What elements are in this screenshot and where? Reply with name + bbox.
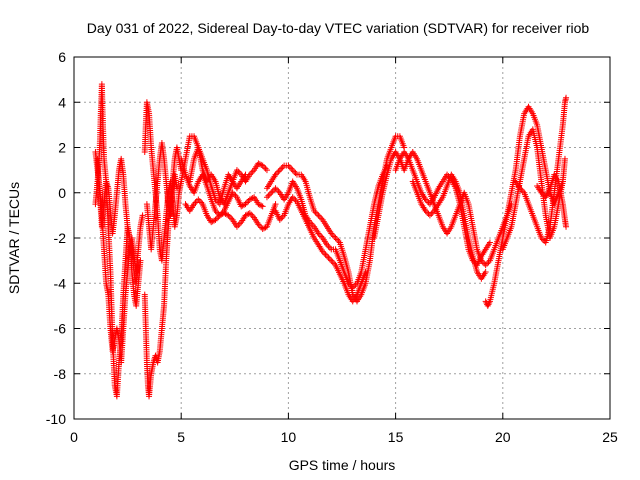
data-point-marker	[265, 192, 272, 199]
data-point-marker	[268, 189, 275, 196]
series-track	[512, 94, 570, 246]
data-point-marker	[428, 210, 435, 217]
data-point-marker	[332, 235, 339, 241]
data-point-marker	[486, 239, 493, 246]
data-point-marker	[484, 260, 491, 267]
series-track	[371, 149, 515, 269]
data-point-marker	[263, 167, 270, 174]
series-track	[143, 139, 180, 253]
grid-lines	[74, 57, 610, 419]
data-markers	[92, 81, 570, 400]
x-axis-label: GPS time / hours	[289, 457, 396, 473]
data-point-marker	[313, 210, 320, 217]
data-point-marker	[262, 165, 269, 172]
data-point-marker	[292, 170, 299, 177]
data-point-marker	[482, 268, 489, 275]
data-point-marker	[272, 185, 279, 192]
data-point-marker	[245, 210, 252, 217]
data-point-marker	[561, 155, 568, 162]
data-point-marker	[259, 203, 266, 210]
data-point-marker	[315, 212, 322, 219]
x-tick-label: 25	[602, 429, 618, 445]
series-track	[182, 196, 279, 232]
tick-labels: 0 5 10 15 20 25 -10 -8 -6 -4 -2 0 2 4 6	[46, 49, 618, 445]
data-point-marker	[139, 212, 146, 219]
data-point-marker	[275, 168, 282, 175]
series-track	[92, 81, 144, 400]
series-track	[272, 194, 369, 305]
data-point-marker	[173, 185, 180, 192]
y-tick-label: -2	[54, 230, 67, 246]
series-track	[482, 103, 566, 309]
data-point-marker	[323, 253, 330, 260]
x-tick-label: 5	[177, 429, 185, 445]
data-point-marker	[328, 257, 335, 264]
data-point-marker	[258, 202, 265, 209]
y-tick-label: 6	[58, 49, 66, 65]
data-point-marker	[316, 213, 323, 220]
data-point-marker	[286, 164, 293, 171]
data-point-marker	[279, 164, 286, 171]
data-point-marker	[135, 262, 142, 269]
series-track	[141, 144, 185, 400]
data-point-marker	[242, 171, 249, 178]
data-point-marker	[137, 257, 144, 264]
axis-ticks	[73, 56, 611, 420]
data-point-marker	[195, 196, 202, 203]
y-tick-label: -6	[54, 321, 67, 337]
data-point-marker	[426, 212, 433, 219]
series-track	[499, 126, 568, 253]
y-tick-label: -4	[54, 275, 67, 291]
y-axis-label: SDTVAR / TECUs	[6, 182, 22, 294]
data-point-marker	[289, 167, 296, 174]
series-track	[186, 144, 249, 208]
data-point-marker	[333, 236, 340, 243]
data-point-marker	[263, 194, 270, 201]
data-point-marker	[266, 191, 273, 198]
chart-title: Day 031 of 2022, Sidereal Day-to-day VTE…	[87, 20, 590, 36]
x-tick-label: 20	[495, 429, 511, 445]
data-point-marker	[278, 165, 285, 172]
data-point-marker	[326, 256, 333, 263]
x-tick-label: 10	[281, 429, 297, 445]
y-tick-label: 0	[58, 185, 66, 201]
y-tick-label: -10	[46, 411, 66, 427]
data-point-marker	[248, 211, 255, 218]
y-tick-label: 4	[58, 94, 66, 110]
series-track	[263, 133, 408, 305]
data-point-marker	[329, 259, 336, 266]
y-tick-label: 2	[58, 140, 66, 156]
data-point-marker	[362, 268, 369, 275]
x-tick-label: 15	[388, 429, 404, 445]
data-point-marker	[291, 168, 298, 175]
data-point-marker	[322, 251, 329, 258]
data-point-marker	[563, 94, 570, 101]
data-point-marker	[482, 262, 489, 269]
data-point-marker	[326, 244, 333, 251]
x-tick-label: 0	[70, 429, 78, 445]
data-point-marker	[273, 186, 280, 193]
data-point-marker	[563, 223, 570, 230]
series-track	[534, 171, 570, 230]
series-track	[94, 155, 142, 287]
y-tick-label: -8	[54, 366, 67, 382]
data-point-marker	[222, 210, 229, 217]
series-track	[141, 99, 185, 264]
series-track	[409, 171, 489, 282]
data-point-marker	[249, 195, 256, 202]
data-point-marker	[269, 188, 276, 195]
data-point-marker	[325, 254, 332, 261]
data-point-marker	[276, 167, 283, 174]
data-point-marker	[196, 198, 203, 205]
data-point-marker	[272, 201, 279, 208]
data-point-marker	[288, 165, 295, 172]
data-point-marker	[331, 233, 338, 240]
